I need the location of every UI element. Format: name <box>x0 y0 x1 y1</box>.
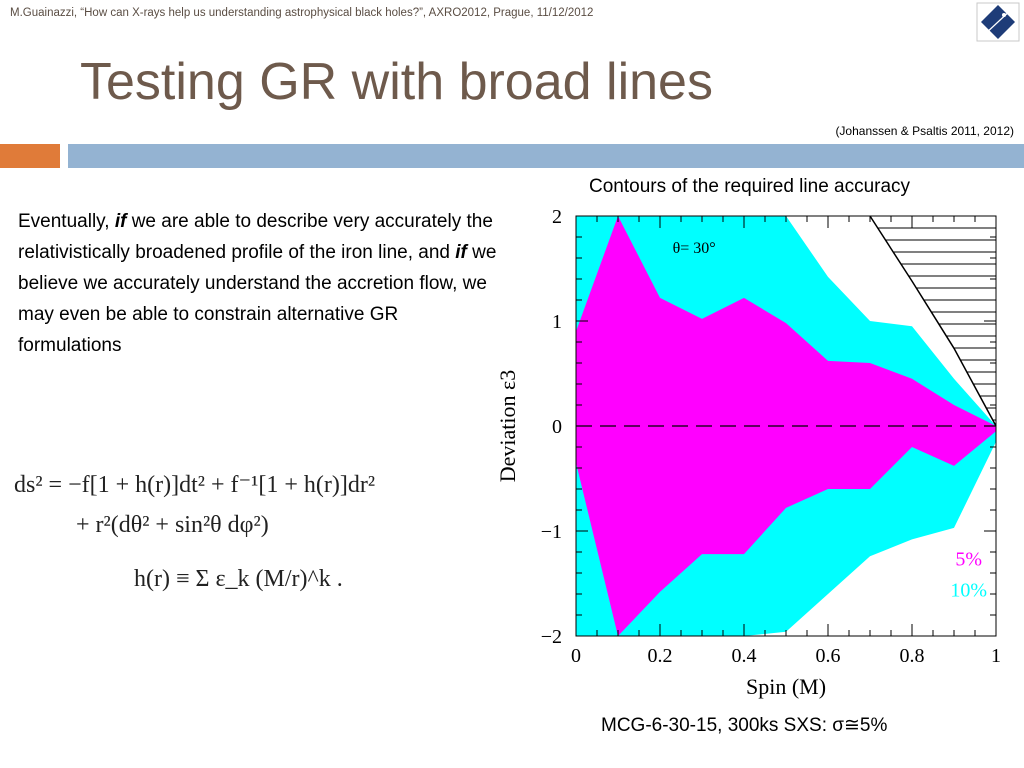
body-segment: we are able to describe very accurately … <box>18 211 493 263</box>
body-segment: we believe we accurately understand the … <box>18 242 497 356</box>
chart-title: Contours of the required line accuracy <box>589 176 911 197</box>
metric-equation: ds² = −f[1 + h(r)]dt² + f⁻¹[1 + h(r)]dr²… <box>14 466 504 626</box>
excluded-boundary-curve <box>869 215 997 427</box>
body-segment: Eventually, <box>18 211 115 232</box>
angle-annotation: θ= 30° <box>673 240 716 257</box>
accent-bar-blue <box>68 144 1024 168</box>
legend-label-5pct: 5% <box>955 549 982 571</box>
y-tick-label: 2 <box>552 206 562 228</box>
x-tick-label: 0.4 <box>732 645 757 667</box>
y-axis-label: Deviation ε3 <box>495 370 520 483</box>
y-tick-label: −1 <box>541 521 562 543</box>
excluded-region-hatch <box>870 216 996 426</box>
x-tick-label: 1 <box>991 645 1001 667</box>
x-tick-label: 0.2 <box>648 645 673 667</box>
y-tick-label: 1 <box>552 311 562 333</box>
x-tick-label: 0 <box>571 645 581 667</box>
slide-header: M.Guainazzi, “How can X-rays help us und… <box>10 7 594 19</box>
accuracy-contour-chart: 0 0.2 0.4 0.6 0.8 1 −2 −1 0 1 2 Spin (M) Deviation ε… <box>495 206 1001 699</box>
legend-label-10pct: 10% <box>950 580 987 602</box>
x-tick-label: 0.8 <box>900 645 925 667</box>
equation-line-1: ds² = −f[1 + h(r)]dt² + f⁻¹[1 + h(r)]dr² <box>14 472 376 498</box>
emphasis-if: if <box>114 211 127 232</box>
x-axis-label: Spin (M) <box>746 674 826 699</box>
body-paragraph: Eventually, if we are able to describe v… <box>18 206 498 361</box>
accent-bar-orange <box>0 144 60 168</box>
equation-line-3: h(r) ≡ Σ ε_k (M/r)^k . <box>134 566 343 592</box>
y-tick-label: −2 <box>541 626 562 648</box>
esa-logo <box>976 2 1020 42</box>
chart-caption: MCG-6-30-15, 300ks SXS: σ≅5% <box>601 715 888 736</box>
x-tick-label: 0.6 <box>816 645 841 667</box>
y-tick-label: 0 <box>552 416 562 438</box>
equation-line-2: + r²(dθ² + sin²θ dφ²) <box>76 512 269 538</box>
citation: (Johanssen & Psaltis 2011, 2012) <box>835 124 1014 138</box>
slide-title: Testing GR with broad lines <box>80 53 713 111</box>
band-5pct <box>576 216 996 636</box>
emphasis-if: if <box>455 242 467 263</box>
